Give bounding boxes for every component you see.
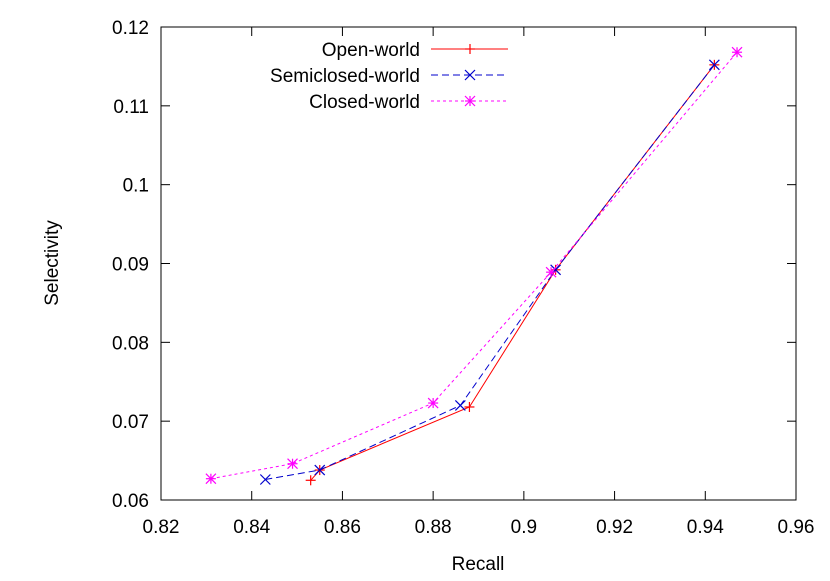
data-point-star (731, 46, 743, 58)
y-tick-label: 0.12 (112, 18, 149, 39)
series-line-3 (210, 51, 738, 480)
series-line-1 (310, 64, 715, 481)
x-tick-label: 0.94 (687, 517, 724, 538)
legend-label: Open-world (322, 40, 420, 61)
y-axis-ticks: 0.06 0.07 0.08 0.09 0.1 0.11 0.12 (112, 18, 796, 512)
x-tick-label: 0.92 (596, 517, 633, 538)
data-point-cross (454, 399, 466, 411)
legend: Open-world Semiclosed-world Closed-world (270, 40, 508, 113)
data-point-star (205, 473, 217, 485)
data-point-star (545, 266, 557, 278)
y-tick-label: 0.11 (113, 97, 149, 118)
y-tick-label: 0.08 (112, 333, 149, 354)
x-tick-label: 0.96 (778, 517, 815, 538)
legend-label: Semiclosed-world (270, 66, 420, 87)
x-tick-label: 0.84 (233, 517, 270, 538)
data-point-cross (314, 464, 326, 476)
x-tick-label: 0.86 (324, 517, 361, 538)
data-point-star (464, 95, 476, 107)
data-point-plus (305, 475, 316, 486)
x-tick-label: 0.88 (415, 517, 452, 538)
x-axis-ticks: 0.82 0.84 0.86 0.88 0.9 0.92 0.94 0.96 (143, 27, 815, 538)
data-point-plus (465, 44, 475, 54)
y-tick-label: 0.1 (123, 176, 149, 197)
series-line-2 (265, 64, 715, 480)
x-tick-label: 0.82 (143, 517, 180, 538)
data-point-star (427, 397, 439, 409)
data-point-cross (708, 59, 720, 71)
y-tick-label: 0.07 (112, 412, 149, 433)
x-tick-label: 0.9 (511, 517, 537, 538)
data-point-cross (464, 69, 476, 81)
y-axis-title: Selectivity (42, 220, 63, 306)
data-point-cross (259, 474, 271, 485)
y-tick-label: 0.06 (112, 491, 149, 512)
data-point-star (287, 458, 298, 470)
series-layer (205, 46, 743, 486)
y-tick-label: 0.09 (112, 255, 149, 276)
legend-label: Closed-world (309, 92, 420, 113)
plot-area-frame (160, 26, 797, 501)
data-point-plus (464, 401, 475, 412)
x-axis-title: Recall (452, 554, 505, 575)
